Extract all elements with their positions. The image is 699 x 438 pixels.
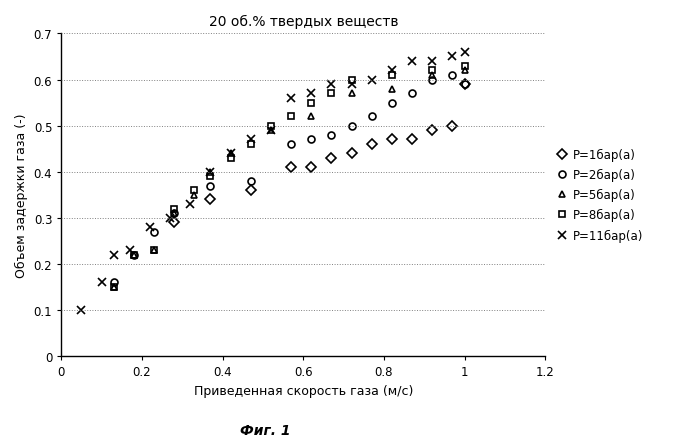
P=1бар(a) — [428, 128, 436, 134]
P=11бар(a) — [307, 92, 315, 97]
P=1бар(a) — [287, 165, 296, 170]
P=11бар(a) — [448, 55, 456, 60]
P=11бар(a) — [186, 202, 194, 207]
X-axis label: Приведенная скорость газа (м/с): Приведенная скорость газа (м/с) — [194, 384, 413, 397]
P=11бар(a) — [226, 151, 235, 156]
P=11бар(a) — [267, 128, 275, 134]
P=2бар(a) — [307, 138, 315, 143]
P=1бар(a) — [206, 197, 215, 202]
P=11бар(a) — [388, 68, 396, 74]
P=8бар(a) — [428, 68, 436, 74]
P=5бар(a) — [428, 73, 436, 78]
P=5бар(a) — [190, 193, 199, 198]
P=2бар(a) — [448, 73, 456, 78]
Text: Фиг. 1: Фиг. 1 — [240, 423, 291, 437]
Title: 20 об.% твердых веществ: 20 об.% твердых веществ — [208, 15, 398, 29]
P=11бар(a) — [126, 248, 134, 253]
P=11бар(a) — [368, 78, 376, 83]
P=8бар(a) — [247, 142, 255, 147]
P=1бар(a) — [408, 138, 417, 143]
P=1бар(a) — [170, 220, 178, 226]
P=1бар(a) — [368, 142, 376, 147]
P=2бар(a) — [130, 252, 138, 258]
P=11бар(a) — [146, 225, 154, 230]
P=2бар(a) — [388, 101, 396, 106]
P=1бар(a) — [388, 138, 396, 143]
P=8бар(a) — [388, 73, 396, 78]
P=2бар(a) — [347, 124, 356, 129]
P=2бар(a) — [287, 142, 296, 147]
P=1бар(a) — [461, 82, 469, 88]
Line: P=5бар(a): P=5бар(a) — [110, 68, 468, 291]
P=5бар(a) — [130, 252, 138, 258]
P=2бар(a) — [170, 211, 178, 216]
P=11бар(a) — [461, 50, 469, 55]
P=8бар(a) — [287, 114, 296, 120]
P=11бар(a) — [97, 280, 106, 285]
P=11бар(a) — [166, 215, 174, 221]
P=11бар(a) — [287, 96, 296, 101]
P=8бар(a) — [327, 92, 336, 97]
P=2бар(a) — [368, 114, 376, 120]
P=2бар(a) — [408, 92, 417, 97]
Line: P=11бар(a): P=11бар(a) — [78, 49, 469, 314]
P=5бар(a) — [150, 248, 158, 253]
Line: P=1бар(a): P=1бар(a) — [171, 81, 468, 226]
P=5бар(a) — [170, 211, 178, 216]
P=5бар(a) — [226, 151, 235, 156]
P=11бар(a) — [408, 59, 417, 64]
P=8бар(a) — [347, 78, 356, 83]
P=2бар(a) — [110, 280, 118, 285]
P=5бар(a) — [347, 92, 356, 97]
P=8бар(a) — [170, 206, 178, 212]
P=8бар(a) — [110, 285, 118, 290]
P=11бар(a) — [327, 82, 336, 88]
Y-axis label: Объем задержки газа (-): Объем задержки газа (-) — [15, 113, 28, 277]
P=8бар(a) — [461, 64, 469, 69]
P=5бар(a) — [110, 285, 118, 290]
P=8бар(a) — [130, 252, 138, 258]
P=11бар(a) — [428, 59, 436, 64]
P=5бар(a) — [461, 68, 469, 74]
P=1бар(a) — [448, 124, 456, 129]
P=11бар(a) — [78, 307, 86, 313]
P=5бар(a) — [388, 87, 396, 92]
P=8бар(a) — [206, 174, 215, 180]
P=8бар(a) — [307, 101, 315, 106]
P=2бар(a) — [150, 230, 158, 235]
P=5бар(a) — [267, 128, 275, 134]
Line: P=8бар(a): P=8бар(a) — [110, 63, 468, 291]
P=1бар(a) — [327, 156, 336, 161]
P=2бар(a) — [247, 179, 255, 184]
Legend: P=1бар(a), P=2бар(a), P=5бар(a), P=8бар(a), P=11бар(a): P=1бар(a), P=2бар(a), P=5бар(a), P=8бар(… — [556, 148, 643, 242]
P=5бар(a) — [307, 114, 315, 120]
P=1бар(a) — [347, 151, 356, 156]
P=2бар(a) — [327, 133, 336, 138]
P=2бар(a) — [461, 82, 469, 88]
P=2бар(a) — [428, 78, 436, 83]
P=11бар(a) — [206, 170, 215, 175]
P=8бар(a) — [226, 156, 235, 161]
P=8бар(a) — [150, 248, 158, 253]
P=11бар(a) — [110, 252, 118, 258]
P=8бар(a) — [190, 188, 199, 193]
Line: P=2бар(a): P=2бар(a) — [110, 72, 468, 286]
P=1бар(a) — [247, 188, 255, 193]
P=1бар(a) — [307, 165, 315, 170]
P=11бар(a) — [247, 138, 255, 143]
P=5бар(a) — [206, 170, 215, 175]
P=2бар(a) — [206, 184, 215, 189]
P=11бар(a) — [347, 82, 356, 88]
P=8бар(a) — [267, 124, 275, 129]
